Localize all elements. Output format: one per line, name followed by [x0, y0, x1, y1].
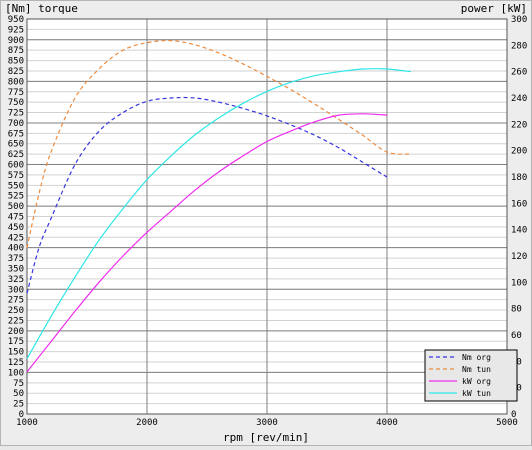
y-right-tick-label: 60: [511, 331, 522, 341]
y-left-tick-label: 100: [8, 368, 24, 378]
y-left-tick-label: 875: [8, 46, 24, 56]
y-right-tick-label: 200: [511, 147, 527, 157]
y-left-tick-label: 250: [8, 306, 24, 316]
y-left-tick-label: 500: [8, 202, 24, 212]
y-left-tick-label: 900: [8, 36, 24, 46]
y-left-tick-label: 550: [8, 181, 24, 191]
y-left-tick-label: 225: [8, 316, 24, 326]
legend-label: kW org: [462, 377, 491, 386]
left-axis-title: [Nm] torque: [5, 2, 78, 15]
y-left-tick-label: 950: [8, 15, 24, 25]
y-right-tick-label: 240: [511, 94, 527, 104]
y-right-tick-label: 100: [511, 278, 527, 288]
y-right-tick-label: 120: [511, 252, 527, 262]
y-right-tick-label: 260: [511, 68, 527, 78]
x-tick-label: 3000: [256, 418, 278, 428]
y-left-tick-label: 925: [8, 25, 24, 35]
y-right-tick-label: 220: [511, 120, 527, 130]
y-left-tick-label: 400: [8, 244, 24, 254]
y-left-tick-label: 375: [8, 254, 24, 264]
y-left-tick-label: 750: [8, 98, 24, 108]
y-left-tick-label: 575: [8, 171, 24, 181]
legend: Nm org Nm tun kW org kW tun: [424, 349, 518, 402]
y-right-tick-label: 80: [511, 305, 522, 315]
x-axis-title: rpm [rev/min]: [223, 431, 309, 444]
series-layer: [26, 39, 412, 373]
y-right-tick-label: 0: [511, 410, 516, 420]
y-left-tick-label: 850: [8, 57, 24, 67]
y-right-tick-label: 160: [511, 199, 527, 209]
y-left-tick-label: 75: [13, 379, 24, 389]
y-left-tick-label: 325: [8, 275, 24, 285]
y-left-tick-label: 800: [8, 77, 24, 87]
series-line-nm-org: [26, 96, 388, 294]
y-left-tick-label: 275: [8, 296, 24, 306]
y-left-tick-label: 425: [8, 233, 24, 243]
y-right-tick-label: 180: [511, 173, 527, 183]
y-right-tick-label: 140: [511, 226, 527, 236]
right-axis-title: power [kW]: [461, 2, 527, 15]
x-tick-label: 4000: [376, 418, 398, 428]
series-line-kw-org: [26, 113, 388, 373]
y-left-tick-label: 775: [8, 88, 24, 98]
y-left-tick-label: 300: [8, 285, 24, 295]
y-left-tick-label: 125: [8, 358, 24, 368]
legend-label: Nm tun: [462, 365, 491, 374]
y-left-tick-label: 150: [8, 348, 24, 358]
y-left-tick-label: 25: [13, 400, 24, 410]
y-left-tick-label: 825: [8, 67, 24, 77]
y-left-tick-label: 200: [8, 327, 24, 337]
x-tick-label: 1000: [16, 418, 38, 428]
y-left-tick-label: 350: [8, 264, 24, 274]
x-tick-label: 2000: [136, 418, 158, 428]
y-left-tick-label: 675: [8, 129, 24, 139]
y-left-tick-label: 650: [8, 140, 24, 150]
y-left-tick-label: 725: [8, 109, 24, 119]
y-left-tick-label: 600: [8, 161, 24, 171]
series-line-kw-tun: [26, 68, 412, 359]
plot-border: [26, 18, 508, 415]
y-left-tick-label: 525: [8, 192, 24, 202]
y-right-tick-label: 300: [511, 15, 527, 25]
y-left-tick-label: 0: [19, 410, 24, 420]
legend-label: Nm org: [462, 353, 491, 362]
y-left-tick-label: 700: [8, 119, 24, 129]
series-line-nm-tun: [26, 39, 412, 248]
x-tick-label: 5000: [496, 418, 518, 428]
y-left-tick-label: 625: [8, 150, 24, 160]
y-right-tick-label: 280: [511, 41, 527, 51]
y-left-tick-label: 450: [8, 223, 24, 233]
grid: [26, 18, 508, 415]
y-left-tick-label: 50: [13, 389, 24, 399]
y-left-tick-label: 475: [8, 213, 24, 223]
legend-label: kW tun: [462, 389, 491, 398]
y-left-tick-label: 175: [8, 337, 24, 347]
